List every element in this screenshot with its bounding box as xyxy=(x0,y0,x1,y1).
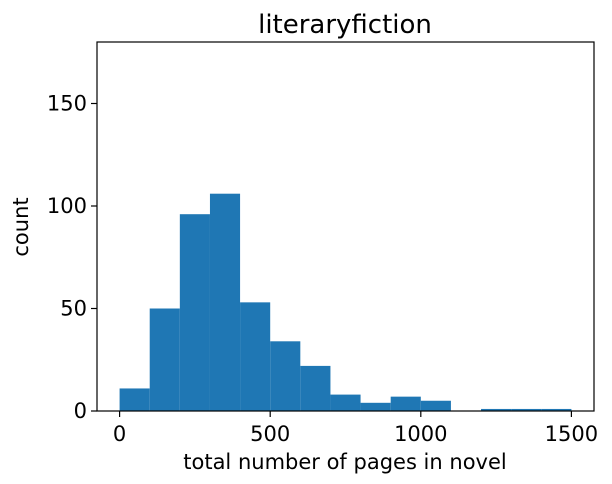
x-tick-label-500: 500 xyxy=(250,422,290,446)
histogram-bar-1 xyxy=(149,308,180,411)
histogram-bar-13 xyxy=(511,408,542,411)
bars-group xyxy=(119,193,572,411)
histogram-bar-14 xyxy=(541,408,572,411)
plot-frame xyxy=(96,41,595,412)
x-tick-label-1000: 1000 xyxy=(394,422,447,446)
histogram-bar-7 xyxy=(330,394,361,411)
y-tick-label-0: 0 xyxy=(74,399,87,423)
histogram-bar-10 xyxy=(420,400,451,411)
histogram-bar-3 xyxy=(209,193,241,411)
x-tick-label-1500: 1500 xyxy=(545,422,598,446)
ticks-group: 0 500 1000 1500 0 50 100 150 xyxy=(47,92,598,447)
x-tick-label-0: 0 xyxy=(113,422,126,446)
histogram-bar-0 xyxy=(119,388,150,411)
y-tick-label-100: 100 xyxy=(47,194,87,218)
chart-title: literaryfiction xyxy=(258,10,432,40)
histogram-bar-12 xyxy=(481,408,512,411)
histogram-bar-8 xyxy=(360,402,391,411)
histogram-bar-2 xyxy=(179,214,210,411)
histogram-bar-4 xyxy=(240,302,271,411)
histogram-bar-9 xyxy=(390,396,421,411)
x-axis-label: total number of pages in novel xyxy=(183,450,506,474)
y-tick-label-150: 150 xyxy=(47,92,87,116)
histogram-bar-6 xyxy=(300,365,331,411)
y-axis-label: count xyxy=(9,197,33,256)
histogram-bar-5 xyxy=(270,341,301,411)
y-tick-label-50: 50 xyxy=(60,297,87,321)
